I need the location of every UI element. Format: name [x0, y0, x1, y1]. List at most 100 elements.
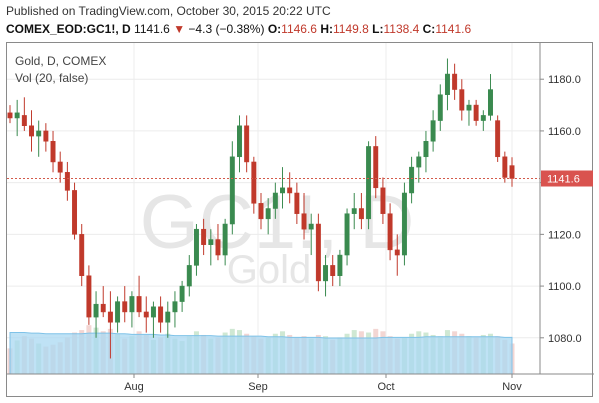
candle [502, 151, 508, 183]
candle-body [409, 166, 415, 194]
candle-body [64, 172, 70, 191]
candle-body [423, 141, 429, 158]
low-value: 1138.4 [383, 22, 420, 36]
candle-body [172, 301, 178, 313]
candle-body [416, 156, 422, 168]
candle-body [358, 208, 364, 220]
candle-body [294, 192, 300, 214]
candle [186, 255, 192, 297]
high-label: H: [320, 22, 333, 36]
candle [488, 74, 493, 121]
candle [373, 136, 379, 199]
candle [215, 224, 221, 261]
candle [72, 182, 78, 240]
candle [244, 115, 250, 173]
candle-body [344, 213, 350, 256]
last-price: 1141.6 [134, 22, 170, 36]
open-label: O: [267, 22, 282, 36]
candle [57, 151, 63, 183]
candle-body [186, 265, 192, 287]
candle [394, 234, 400, 276]
candle [143, 296, 149, 333]
candle [272, 182, 278, 219]
candle-body [179, 285, 185, 302]
price-tick-label: 1180.0 [548, 74, 581, 86]
candle [93, 291, 99, 338]
candle [308, 213, 314, 256]
candle [437, 84, 443, 131]
candle-body [57, 161, 63, 173]
last-price-tag-text: 1141.6 [547, 174, 580, 186]
high-value: 1149.8 [333, 22, 369, 36]
volume-ma-area [9, 332, 513, 375]
candle-body [509, 165, 515, 179]
chart-canvas[interactable]: GC1!, D Gold 1080.01100.01120.01140.0116… [7, 43, 594, 398]
candle [201, 218, 207, 256]
candle-body [29, 125, 34, 137]
candle [7, 105, 13, 124]
open-value: 1146.6 [281, 22, 317, 36]
candle [351, 192, 357, 230]
chart-frame[interactable]: GC1!, D Gold 1080.01100.01120.01140.0116… [6, 42, 594, 398]
candle-body [315, 223, 321, 282]
time-tick-label: Nov [502, 381, 522, 393]
candle-body [136, 296, 142, 313]
candle-body [444, 73, 450, 95]
candle-body [129, 296, 135, 313]
candle [358, 192, 364, 230]
candle-body [495, 120, 501, 158]
time-tick-label: Aug [124, 381, 144, 393]
close-value: 1141.6 [435, 22, 472, 36]
candle [459, 79, 465, 121]
candle-body [79, 234, 85, 276]
candle-body [473, 104, 479, 121]
candle-body [107, 311, 113, 323]
price-tick-label: 1100.0 [548, 281, 581, 293]
price-tick-label: 1120.0 [548, 229, 581, 241]
candle-body [244, 125, 250, 163]
candle-body [93, 303, 99, 318]
candle-body [265, 208, 271, 220]
watermark-name: Gold [227, 248, 312, 292]
candle [122, 286, 128, 323]
change-value: −4.3 (−0.38%) [188, 22, 265, 36]
candle [79, 224, 85, 287]
candle-body [86, 275, 92, 318]
candle-body [301, 213, 307, 230]
candle-body [466, 104, 472, 111]
candle [294, 182, 300, 225]
candle-body [394, 249, 400, 256]
candle-body [251, 161, 257, 204]
candle [43, 123, 49, 152]
candle [315, 213, 321, 292]
candle [14, 99, 20, 137]
candle-body [143, 311, 149, 318]
candle-body [287, 187, 293, 194]
ticker-line: COMEX_EOD:GC1!, D 1141.6 ▼ −4.3 (−0.38%)… [6, 22, 471, 36]
candle-body [14, 112, 20, 119]
candle [323, 255, 329, 297]
candle [380, 177, 386, 225]
candle-body [459, 89, 465, 111]
candle-body [208, 239, 214, 245]
candle [401, 182, 407, 266]
candle [280, 167, 285, 209]
change-arrow-icon: ▼ [173, 22, 186, 36]
candle [473, 99, 479, 126]
candle-body [7, 112, 13, 119]
candle-body [430, 120, 436, 142]
time-tick-label: Sep [248, 381, 268, 393]
candle-body [229, 156, 235, 225]
candle-body [330, 265, 336, 276]
candle-body [258, 203, 264, 220]
candle [129, 291, 135, 328]
candle-body [100, 303, 106, 313]
candle [423, 130, 429, 173]
candle-body [201, 228, 207, 245]
candle [430, 110, 436, 152]
legend-main: Gold, D, COMEX [15, 54, 106, 68]
candle-body [222, 223, 228, 256]
candle-body [380, 187, 386, 214]
candle [165, 301, 171, 338]
